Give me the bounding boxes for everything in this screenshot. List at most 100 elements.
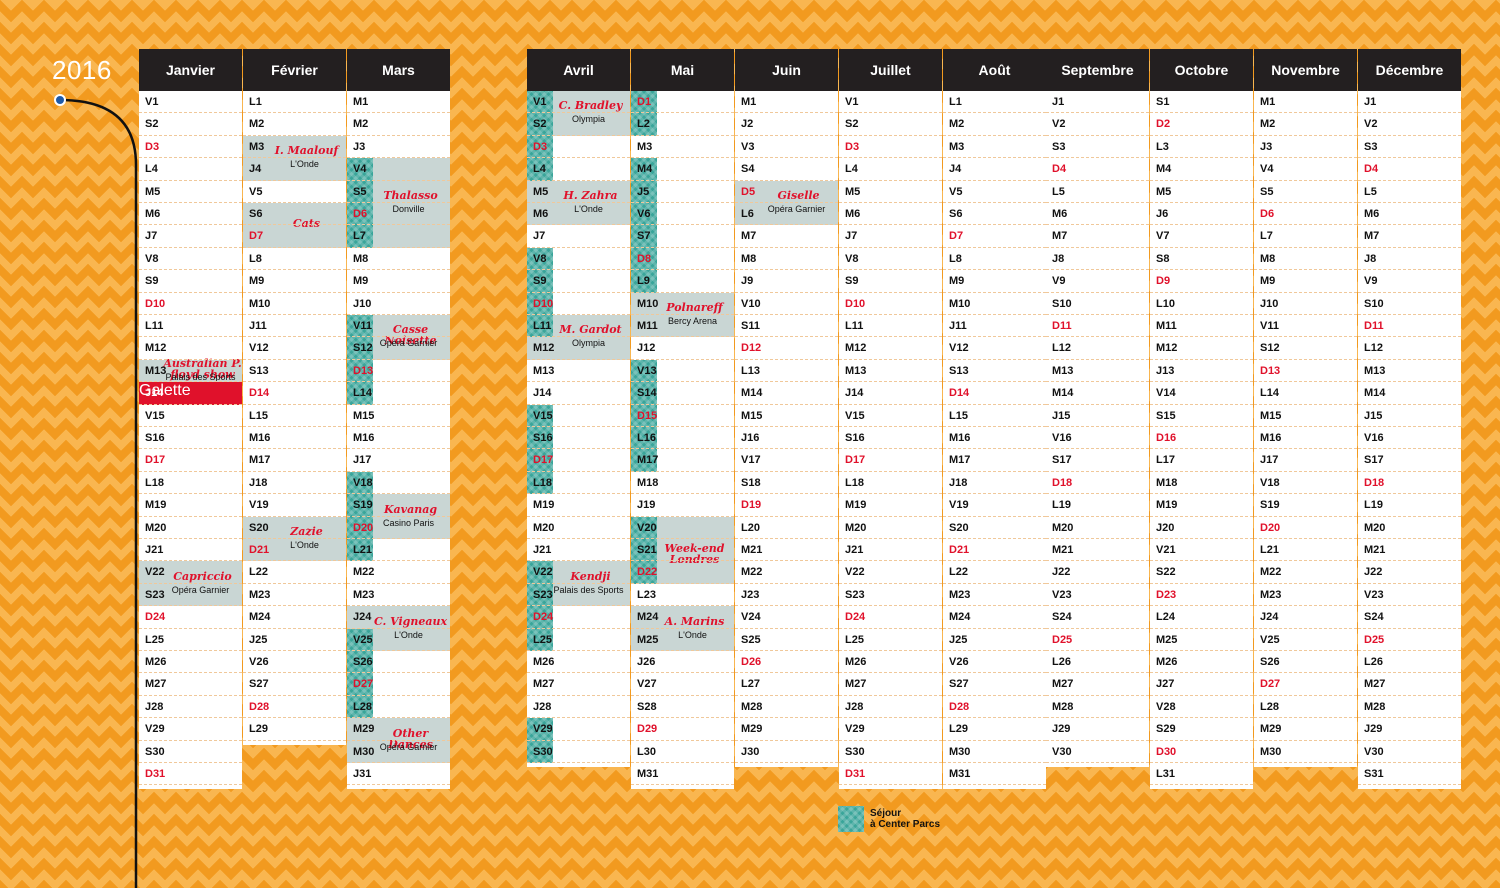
month-header: Mai	[631, 49, 734, 91]
day-label: L21	[1260, 544, 1279, 556]
day-label: D18	[1052, 476, 1073, 489]
day-row: M11	[631, 315, 734, 338]
day-row: J7	[527, 225, 630, 248]
event-box: Cats	[243, 203, 346, 248]
day-row: J22	[1358, 561, 1461, 584]
day-label: M16	[353, 432, 375, 444]
day-label: M30	[353, 745, 375, 758]
day-row: V16	[1358, 427, 1461, 450]
day-label: D17	[845, 454, 866, 467]
day-label: M4	[637, 163, 653, 176]
day-label: L4	[533, 163, 546, 176]
event-title: M. Gardot	[559, 323, 622, 337]
day-row: M1	[1254, 91, 1357, 114]
day-label: L1	[949, 96, 962, 108]
day-row: S15	[1150, 405, 1253, 427]
day-row: D21	[243, 539, 346, 562]
day-label: V1	[145, 96, 159, 108]
day-row: L2	[631, 113, 734, 136]
day-row: D18	[1358, 472, 1461, 495]
day-row: S7	[631, 225, 734, 248]
day-label: L31	[1156, 768, 1175, 780]
day-label: M26	[845, 656, 867, 668]
day-label: M23	[949, 588, 971, 601]
day-row: J28	[139, 696, 242, 719]
day-label: D6	[1260, 208, 1275, 220]
day-label: V24	[741, 611, 761, 624]
day-label: D13	[1260, 364, 1281, 377]
day-row: S17	[1046, 449, 1149, 472]
day-label: M25	[1156, 633, 1178, 646]
day-row: M13	[1358, 360, 1461, 383]
day-label: V7	[1156, 230, 1170, 243]
day-row: M25	[1150, 629, 1253, 651]
event-venue: L'Onde	[394, 629, 423, 640]
day-row: S12	[347, 337, 450, 360]
day-row: M24	[243, 606, 346, 629]
day-label: D29	[637, 723, 658, 736]
day-row: M11	[1150, 315, 1253, 338]
day-row: M13	[527, 360, 630, 383]
day-label: S14	[637, 387, 657, 400]
day-label: M17	[249, 454, 271, 467]
month-header: Novembre	[1254, 49, 1357, 91]
month-header: Janvier	[139, 49, 242, 91]
day-label: V23	[1052, 588, 1072, 601]
day-label: L22	[249, 566, 268, 579]
day-label: V8	[533, 252, 547, 265]
day-row: D3	[839, 136, 942, 159]
day-row: M1	[735, 91, 838, 114]
day-label: V2	[1364, 118, 1378, 131]
day-row: J27	[1150, 673, 1253, 696]
event-title: Casse Noisette	[384, 323, 437, 348]
day-row: V29	[139, 718, 242, 741]
day-label: L12	[1052, 342, 1071, 355]
day-row: J14	[139, 382, 242, 405]
day-label: V16	[1052, 432, 1072, 444]
day-label: V29	[145, 723, 165, 736]
day-label: J20	[1156, 521, 1175, 534]
event-title: Giselle	[777, 188, 820, 202]
day-row: S24	[1358, 606, 1461, 629]
day-label: J14	[533, 387, 552, 400]
day-label: J15	[1052, 409, 1071, 422]
day-label: L23	[637, 588, 656, 601]
day-label: L20	[741, 521, 760, 534]
day-row: M8	[1254, 248, 1357, 271]
day-label: D11	[1052, 320, 1072, 332]
day-label: L6	[741, 208, 754, 220]
day-label: L8	[949, 252, 962, 265]
center-parcs-band	[527, 718, 553, 763]
day-row: S25	[735, 629, 838, 651]
day-row: L5	[1046, 181, 1149, 203]
day-label: M20	[1052, 521, 1074, 534]
day-label: M27	[533, 678, 555, 691]
day-label: M27	[1052, 678, 1074, 691]
day-label: J8	[1364, 252, 1377, 265]
day-row: D3	[527, 136, 630, 159]
day-row: V25	[347, 629, 450, 651]
day-row: D17	[527, 449, 630, 472]
day-label: M13	[845, 364, 867, 377]
day-row: M16	[1254, 427, 1357, 450]
event-title: Other Dances	[388, 726, 433, 751]
day-row: D30	[1150, 741, 1253, 763]
day-label: M22	[741, 566, 763, 579]
day-label: M26	[1156, 656, 1178, 668]
day-row: V8	[839, 248, 942, 271]
day-label: V26	[949, 656, 969, 668]
day-label: V4	[1260, 163, 1274, 176]
day-row: S24	[1046, 606, 1149, 629]
day-label: J24	[1260, 611, 1279, 624]
day-row: M24	[943, 606, 1046, 629]
day-label: L5	[1364, 185, 1377, 198]
day-label: M27	[145, 678, 167, 691]
day-row: M27	[1358, 673, 1461, 696]
day-row: M6	[839, 203, 942, 226]
day-label: S10	[1364, 297, 1384, 310]
day-row: S17	[1358, 449, 1461, 472]
day-row: V30	[1358, 741, 1461, 763]
day-row: M13	[139, 360, 242, 383]
event-venue: Olympia	[571, 114, 605, 125]
day-row: V16	[1046, 427, 1149, 450]
